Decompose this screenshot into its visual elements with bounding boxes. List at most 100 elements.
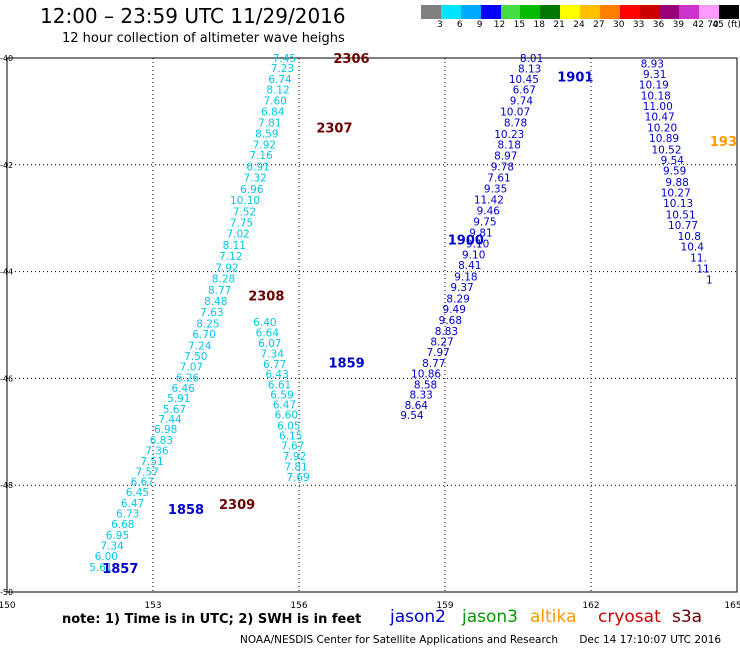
data-point-label: 9.75 [473,216,496,228]
x-tick-label: 153 [144,601,161,611]
data-point-label: 10.19 [639,80,669,92]
data-point-label: 6.45 [126,487,149,499]
data-point-label: 6.74 [268,74,292,86]
data-point-label: 6.00 [95,551,118,563]
data-point-label: 9.68 [439,315,462,327]
data-point-label: 8.28 [212,274,235,286]
data-point-label: 6.96 [240,184,264,196]
data-point-label: 7.34 [100,541,124,553]
data-point-label: 9.46 [477,206,501,218]
data-point-label: 8.77 [208,285,231,297]
data-point-label: 6.68 [111,519,134,531]
time-annotation: 193 [710,135,737,150]
data-point-label: 7.69 [286,472,309,484]
color-scale-label: 24 [573,20,585,30]
data-point-label: 8.29 [446,293,469,305]
data-point-label: 8.11 [223,240,246,252]
data-point-label: 10.89 [649,133,679,145]
data-point-label: 7.75 [230,217,253,229]
data-point-label: 11.00 [643,101,673,113]
data-point-label: 7.97 [426,347,449,359]
color-scale-label: 33 [632,20,645,30]
data-point-label: 10.10 [230,195,260,207]
data-point-label: 9.88 [665,177,688,189]
chart-title: 12:00 – 23:59 UTC 11/29/2016 [40,4,346,28]
data-point-label: 8.33 [409,389,432,401]
data-point-label: 8.48 [204,296,227,308]
data-point-label: 6.47 [121,498,144,510]
color-scale-label: 6 [456,20,463,30]
data-point-label: 9.18 [454,271,477,283]
credits: NOAA/NESDIS Center for Satellite Applica… [240,634,721,646]
color-scale-label: 9 [476,20,483,30]
data-point-label: 8.64 [405,400,429,412]
data-point-label: 6.40 [253,317,276,329]
data-point-label: 7.34 [261,348,285,360]
data-point-label: 7.45 [273,53,296,65]
x-tick-label: 156 [290,601,307,611]
y-tick-label: -46 [0,374,13,383]
plot-frame [6,57,738,593]
data-point-label: 8.01 [520,53,543,65]
data-point-label: 5.67 [163,404,186,416]
color-scale-bar: 3 6 9 12 15 18 21 24 27 30 33 36 39 42 45 70 (ft) [421,5,740,31]
data-point-label: 6.67 [131,476,154,488]
color-scale-label: 3 [437,20,443,30]
data-point-label: 8.13 [518,64,541,76]
data-point-label: 10.86 [411,369,441,381]
y-tick-label: -42 [0,161,13,170]
color-scale-unit: (ft) [727,20,740,30]
data-point-label: 9.54 [400,410,424,422]
data-point-label: 7.51 [140,456,163,468]
data-point-label: 10.47 [645,112,675,124]
data-point-label: 10.8 [678,231,701,243]
data-point-label: 7.07 [180,362,203,374]
data-point-label: 10.27 [661,188,691,200]
data-point-label: 7.02 [226,229,249,241]
color-swatch [699,5,720,19]
data-point-label: 6.67 [513,85,536,97]
data-point-label: 9.78 [491,161,514,173]
color-swatch [599,5,620,19]
legend-item-s3a: s3a [672,607,703,627]
data-point-label: 6.07 [258,338,281,350]
data-point-label: 7.60 [263,96,286,108]
x-tick-label: 150 [0,601,16,611]
data-point-label: 9.10 [462,250,485,262]
color-scale-label: 30 [613,20,625,30]
data-point-label: 10.45 [509,74,539,86]
data-point-label: 10.18 [641,90,671,102]
color-scale-label: 12 [493,20,506,30]
data-point-label: 8.27 [430,337,453,349]
data-point-label: 7.24 [188,340,212,352]
data-point-label: 7.50 [184,351,207,363]
data-point-label: 11.42 [474,195,504,207]
data-point-label: 9.74 [510,96,534,108]
x-tick-label: 159 [436,601,453,611]
data-point-label: 5.61 [89,562,112,574]
data-point-label: 6.47 [273,400,296,412]
color-scale-labels: 3 6 9 12 15 18 21 24 27 30 33 36 39 42 45 70 (ft) [421,19,740,31]
data-point-label: 10.52 [651,144,681,156]
data-point-label: 9.49 [443,304,466,316]
data-point-label: 7.61 [487,173,510,185]
color-swatch [440,5,461,19]
data-point-label: 6.43 [265,369,288,381]
data-point-label: 10.23 [494,129,524,141]
color-swatch [540,5,561,19]
data-point-label: 8.97 [494,151,517,163]
x-tick-label: 162 [582,601,599,611]
data-point-label: 9.35 [484,183,507,195]
data-point-label: 10.20 [647,122,677,134]
color-scale-label: 45 [712,20,724,30]
y-tick-label: -40 [0,54,13,63]
footnote: note: 1) Time is in UTC; 2) SWH is in fe… [62,612,362,627]
time-annotation: 2309 [219,498,255,513]
data-point-label: 11. [690,253,707,265]
data-point-label: 7.92 [283,451,306,463]
color-swatch [679,5,700,19]
data-point-label: 9.54 [661,155,685,167]
data-point-label: 1 [706,275,713,287]
color-swatch [520,5,541,19]
